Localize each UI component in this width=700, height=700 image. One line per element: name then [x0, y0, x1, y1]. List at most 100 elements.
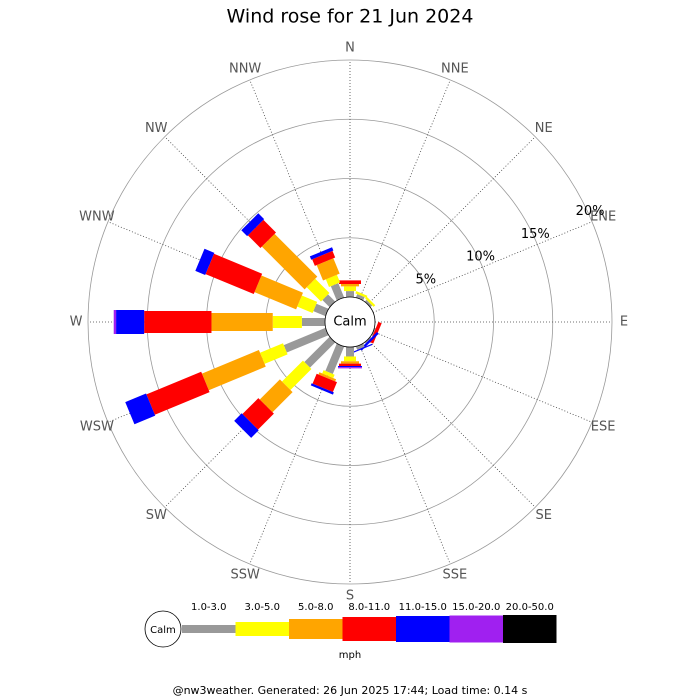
- direction-label: WNW: [79, 210, 115, 225]
- bar-segment: [125, 393, 156, 425]
- direction-label: W: [70, 315, 83, 330]
- direction-label: ENE: [590, 210, 616, 225]
- bar-segment: [241, 213, 265, 237]
- legend-label: 20.0-50.0: [506, 602, 554, 613]
- direction-label: SSE: [442, 568, 467, 583]
- legend-calm: [144, 610, 182, 648]
- bar-segment: [330, 283, 345, 301]
- bar-segment: [316, 258, 340, 281]
- legend-label: 8.0-11.0: [348, 602, 390, 613]
- bar-segment: [349, 343, 373, 355]
- calm-circle: [324, 296, 376, 348]
- direction-label: SE: [536, 508, 552, 523]
- chart-title: Wind rose for 21 Jun 2024: [227, 6, 474, 28]
- direction-label: SSW: [230, 568, 260, 583]
- legend-swatch: [396, 616, 450, 642]
- bar-segment: [304, 336, 336, 368]
- direction-label: S: [346, 589, 354, 604]
- bar-segment: [272, 316, 302, 328]
- bar-segment: [310, 383, 334, 395]
- bar-segment: [371, 327, 376, 336]
- direction-label: NW: [145, 121, 168, 136]
- bar-segment: [146, 371, 210, 415]
- direction-label: NNE: [441, 61, 469, 76]
- ring-label: 10%: [466, 250, 495, 265]
- bar-segment: [211, 313, 273, 331]
- bar-segment: [346, 291, 354, 297]
- bar-segment: [312, 250, 336, 266]
- bar-segment: [259, 379, 293, 413]
- ring-label: 20%: [576, 204, 605, 219]
- bar-segment: [355, 343, 365, 350]
- legend-label: 11.0-15.0: [399, 602, 447, 613]
- bar-segment: [322, 294, 336, 308]
- direction-label: NE: [535, 121, 553, 136]
- bar-segment: [346, 347, 354, 357]
- bar-segment: [339, 363, 361, 366]
- direction-label: WSW: [80, 419, 114, 434]
- bar-segment: [344, 356, 356, 362]
- legend-swatch: [342, 617, 396, 641]
- bar-segment: [341, 283, 359, 287]
- bar-segment: [247, 219, 276, 248]
- bar-segment: [261, 233, 318, 290]
- spoke: [359, 344, 451, 565]
- bar-segment: [313, 303, 329, 317]
- bar-segment: [365, 296, 376, 307]
- legend-label: 1.0-3.0: [191, 602, 226, 613]
- bar-segment: [195, 248, 215, 275]
- bar-segment: [234, 413, 259, 438]
- bar-segment: [312, 373, 337, 393]
- bar-segment: [355, 294, 365, 301]
- bar-segment: [113, 310, 117, 334]
- bar-segment: [318, 372, 337, 382]
- bar-segment: [341, 361, 359, 364]
- bar-segment: [195, 248, 205, 271]
- bar-segment: [297, 295, 318, 313]
- bar-segment: [283, 327, 329, 353]
- bar-segment: [325, 274, 341, 287]
- spoke: [359, 79, 451, 300]
- direction-label: SW: [146, 508, 167, 523]
- bar-segment: [242, 398, 274, 430]
- bar-segment: [309, 247, 334, 260]
- legend-swatch: [449, 615, 503, 643]
- calm-label: Calm: [333, 315, 366, 330]
- legend-label: 5.0-8.0: [298, 602, 333, 613]
- bar-segment: [116, 310, 145, 334]
- legend-label: 3.0-5.0: [245, 602, 280, 613]
- bar-segment: [201, 350, 266, 391]
- bar-segment: [355, 291, 368, 298]
- legend-swatch: [503, 615, 557, 643]
- spoke: [372, 221, 593, 313]
- bar-segment: [260, 343, 288, 364]
- direction-label: E: [620, 315, 628, 330]
- bar-segment: [364, 299, 373, 308]
- legend-calm-label: Calm: [150, 625, 176, 636]
- bar-segment: [338, 365, 362, 368]
- bar-segment: [205, 253, 263, 295]
- unit-label: mph: [339, 650, 361, 661]
- bar-segment: [338, 367, 362, 369]
- grid-ring: [87, 59, 613, 585]
- bar-segment: [144, 311, 212, 333]
- spoke: [367, 136, 536, 305]
- ring-label: 15%: [521, 227, 550, 242]
- direction-label: N: [345, 41, 355, 56]
- bar-segment: [364, 336, 372, 344]
- ring-label: 5%: [416, 272, 437, 287]
- bar-segment: [325, 343, 345, 374]
- footer: @nw3weather. Generated: 26 Jun 2025 17:4…: [173, 684, 528, 697]
- spoke: [367, 339, 536, 508]
- direction-label: ESE: [591, 419, 616, 434]
- bar-segment: [301, 318, 325, 326]
- direction-label: NNW: [229, 61, 261, 76]
- legend-swatch: [182, 625, 236, 633]
- legend-swatch: [235, 622, 289, 636]
- legend-label: 15.0-20.0: [452, 602, 500, 613]
- bar-segment: [306, 278, 330, 302]
- bar-segment: [339, 280, 361, 284]
- bar-segment: [344, 286, 356, 292]
- bar-segment: [281, 360, 312, 391]
